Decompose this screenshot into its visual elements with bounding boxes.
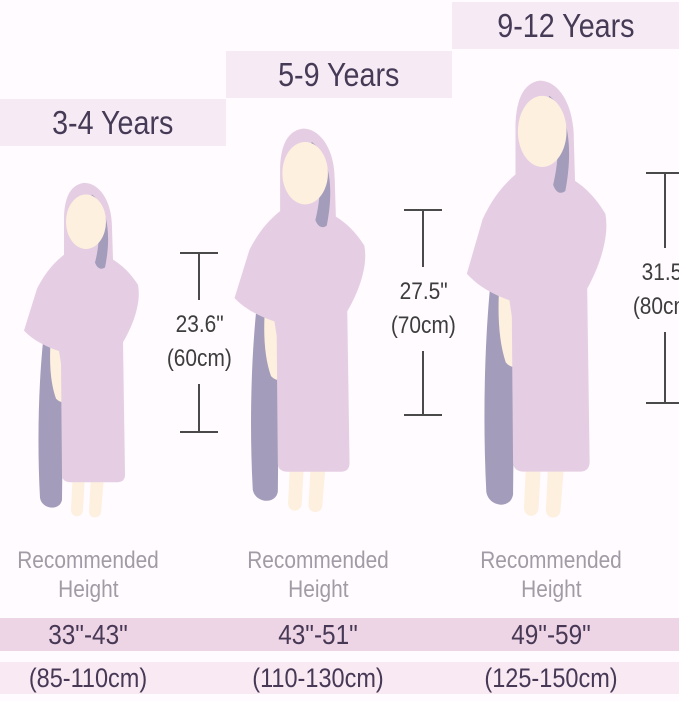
length-inches-label: 23.6": [175, 311, 224, 338]
child-figure-3-4-icon: [24, 182, 139, 518]
recommended-height-label-5-9: Recommended Height: [237, 546, 400, 604]
age-band-3-4: 3-4 Years: [0, 99, 226, 146]
length-cm-label: (70cm): [390, 312, 456, 339]
measure-line-upper: [198, 254, 201, 300]
age-band-5-9: 5-9 Years: [226, 51, 452, 98]
length-value-9-12: 31.5" (80cm): [628, 248, 679, 332]
measure-line-lower: [422, 351, 425, 414]
height-range-cm-9-12: (125-150cm): [474, 662, 627, 694]
height-range-cm-text: (125-150cm): [484, 663, 618, 693]
length-inches-label: 27.5": [399, 278, 448, 305]
height-word: Height: [57, 576, 119, 603]
height-word: Height: [520, 576, 582, 603]
height-range-in-text: 33"-43": [48, 619, 128, 650]
height-range-in-9-12: 49"-59": [505, 618, 597, 651]
age-band-9-12: 9-12 Years: [452, 2, 679, 49]
measure-bottom-cap: [646, 402, 679, 404]
length-value-3-4: 23.6" (60cm): [162, 300, 237, 384]
recommended-height-label-9-12: Recommended Height: [470, 546, 633, 604]
height-range-cm-text: (110-130cm): [252, 663, 384, 693]
recommended-word: Recommended: [17, 547, 159, 574]
height-range-in-text: 43"-51": [278, 619, 358, 650]
length-measure-3-4: 23.6" (60cm): [162, 252, 237, 433]
measure-line-lower: [198, 384, 201, 431]
age-label-9-12: 9-12 Years: [496, 7, 635, 44]
length-cm-label: (60cm): [166, 345, 232, 372]
measure-line-upper: [422, 211, 425, 267]
measure-bottom-cap: [404, 414, 443, 416]
measure-top-cap: [404, 209, 443, 211]
recommended-word: Recommended: [480, 547, 622, 574]
length-inches-label: 31.5": [641, 259, 679, 286]
height-range-cm-3-4: (85-110cm): [20, 662, 156, 694]
recommended-word: Recommended: [247, 547, 389, 574]
height-range-cm-band: (85-110cm) (110-130cm) (125-150cm): [0, 662, 679, 694]
measure-top-cap: [646, 172, 679, 174]
child-figure-5-9-icon: [234, 128, 366, 513]
height-range-cm-text: (85-110cm): [28, 663, 148, 693]
height-word: Height: [287, 576, 349, 603]
length-measure-5-9: 27.5" (70cm): [386, 209, 461, 416]
measure-bottom-cap: [180, 431, 219, 433]
measure-line-lower: [664, 332, 667, 402]
measure-line-upper: [664, 174, 667, 248]
height-range-cm-5-9: (110-130cm): [242, 662, 393, 694]
measure-top-cap: [180, 252, 219, 254]
height-range-in-5-9: 43"-51": [272, 618, 364, 651]
age-label-3-4: 3-4 Years: [52, 104, 174, 141]
height-range-in-3-4: 33"-43": [42, 618, 134, 651]
child-figure-9-12-icon: [466, 80, 607, 518]
recommended-height-label-3-4: Recommended Height: [7, 546, 170, 604]
height-range-inches-band: 33"-43" 43"-51" 49"-59": [0, 618, 679, 651]
height-range-in-text: 49"-59": [511, 619, 591, 650]
length-cm-label: (80cm): [632, 293, 679, 320]
length-measure-9-12: 31.5" (80cm): [628, 172, 679, 404]
age-label-5-9: 5-9 Years: [278, 56, 400, 93]
length-value-5-9: 27.5" (70cm): [386, 267, 461, 351]
